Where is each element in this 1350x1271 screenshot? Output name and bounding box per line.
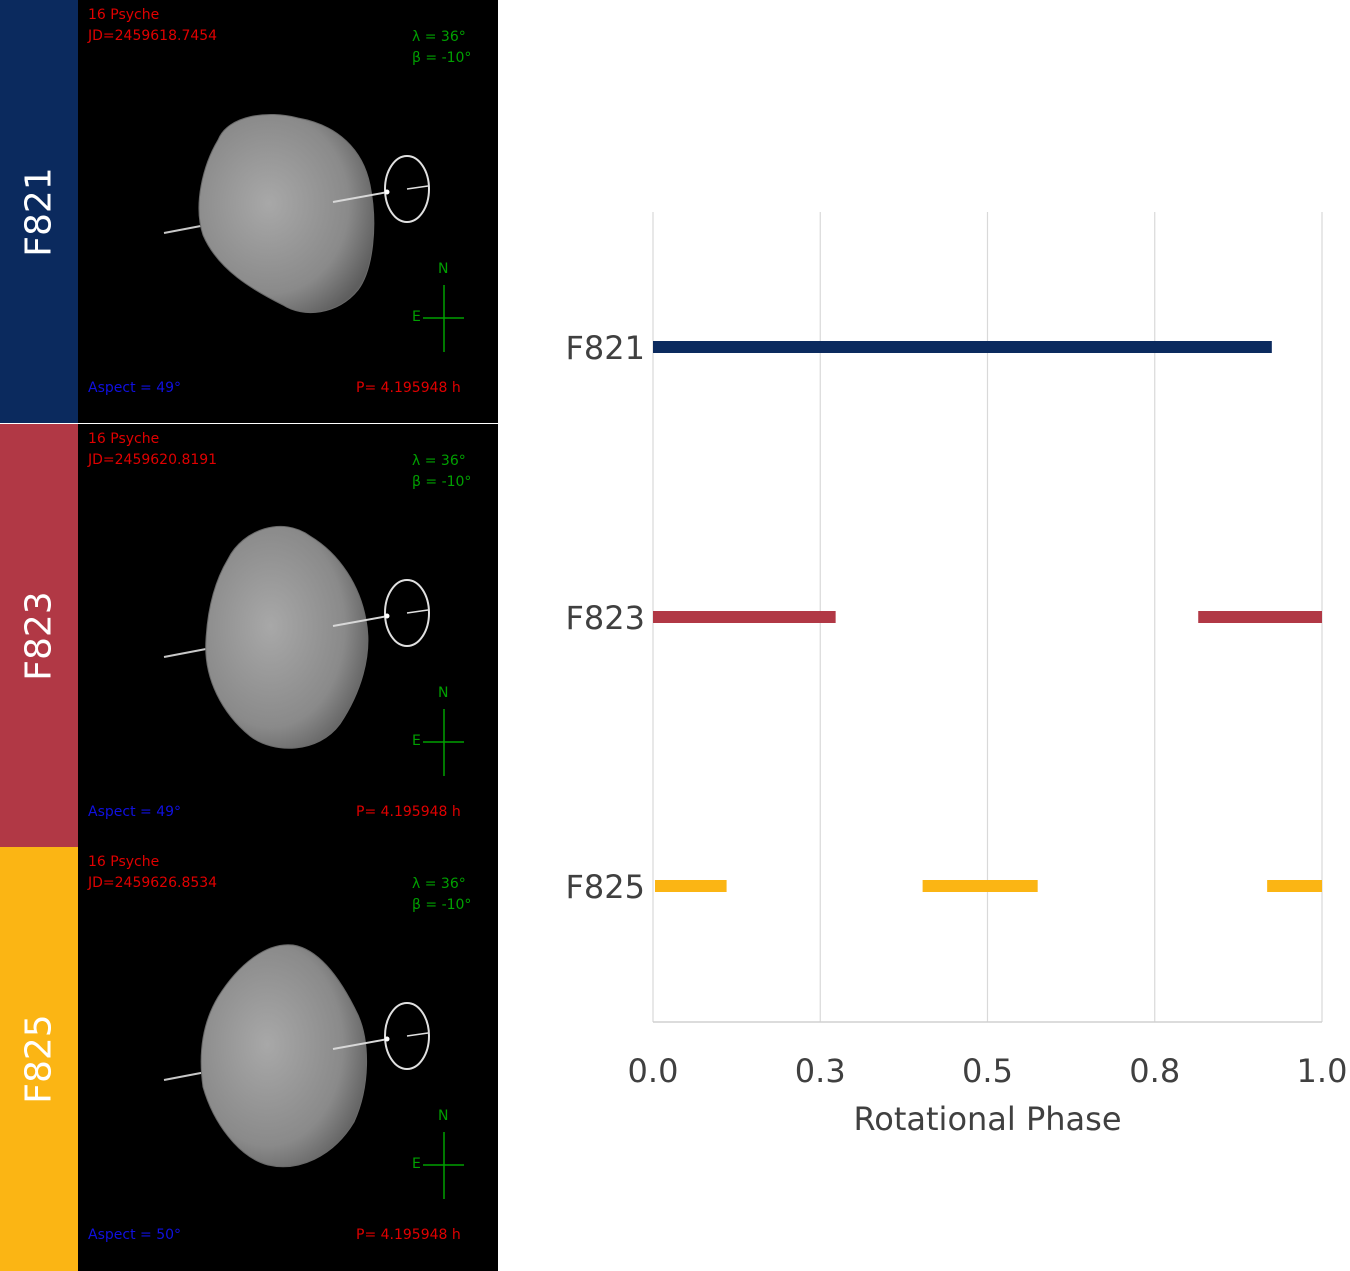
shape-model-panel-f821: F821 16 Psyche JD=2459618.7454 λ = 36° β = -… [0, 0, 498, 423]
compass-north-label: N [438, 261, 449, 277]
asteroid-view: 16 Psyche JD=2459626.8534 λ = 36° β = -10° N… [78, 847, 498, 1271]
spin-lambda: λ = 36° [412, 453, 466, 469]
spin-axis-north [332, 1038, 389, 1050]
x-tick-label: 0.5 [962, 1052, 1013, 1090]
asteroid-render [163, 113, 464, 352]
julian-date: JD=2459620.8191 [88, 452, 218, 468]
rotation-circle-icon [384, 1002, 430, 1070]
filter-tab: F821 [0, 0, 78, 423]
filter-tab: F825 [0, 847, 78, 1271]
rotation-period: P= 4.195948 h [356, 380, 461, 396]
x-tick-label: 0.0 [628, 1052, 679, 1090]
phase-coverage-bar-f825 [655, 880, 727, 892]
compass-north-label: N [438, 685, 449, 701]
compass-east-label: E [412, 1156, 421, 1172]
category-label-f823: F823 [566, 599, 645, 637]
object-name: 16 Psyche [88, 854, 160, 870]
shape-model-panel-f823: F823 16 Psyche JD=2459620.8191 λ = 36° β = -… [0, 424, 498, 847]
filter-label: F823 [18, 590, 60, 681]
spin-axis-south [163, 224, 207, 234]
asteroid-shape [200, 944, 368, 1168]
rotation-period: P= 4.195948 h [356, 804, 461, 820]
aspect-angle: Aspect = 50° [88, 1227, 182, 1243]
phase-coverage-bar-f825 [1267, 880, 1322, 892]
spin-axis-north [332, 615, 389, 627]
compass-icon [423, 1132, 464, 1199]
asteroid-shape [198, 113, 375, 314]
rotation-period: P= 4.195948 h [356, 1227, 461, 1243]
julian-date: JD=2459626.8534 [88, 875, 218, 891]
phase-coverage-bar-f823 [1198, 611, 1322, 623]
aspect-angle: Aspect = 49° [88, 804, 182, 820]
x-tick-label: 0.3 [795, 1052, 846, 1090]
object-name: 16 Psyche [88, 7, 160, 23]
spin-lambda: λ = 36° [412, 29, 466, 45]
spin-axis-north [332, 191, 389, 203]
object-name: 16 Psyche [88, 431, 160, 447]
shape-model-panels: F821 16 Psyche JD=2459618.7454 λ = 36° β = -… [0, 0, 498, 1271]
spin-lambda: λ = 36° [412, 876, 466, 892]
aspect-angle: Aspect = 49° [88, 380, 182, 396]
phase-coverage-bar-f823 [653, 611, 836, 623]
asteroid-shape [205, 526, 369, 749]
x-axis-title: Rotational Phase [853, 1100, 1121, 1138]
filter-label: F821 [18, 166, 60, 257]
asteroid-view: 16 Psyche JD=2459618.7454 λ = 36° β = -10° N… [78, 0, 498, 423]
compass-east-label: E [412, 733, 421, 749]
asteroid-render [163, 944, 464, 1199]
spin-beta: β = -10° [412, 50, 472, 66]
compass-icon [423, 709, 464, 776]
x-tick-label: 1.0 [1297, 1052, 1348, 1090]
compass-north-label: N [438, 1108, 449, 1124]
compass-east-label: E [412, 309, 421, 325]
julian-date: JD=2459618.7454 [88, 28, 218, 44]
asteroid-render [163, 526, 464, 776]
filter-label: F825 [18, 1014, 60, 1104]
category-label-f825: F825 [566, 868, 645, 906]
asteroid-view: 16 Psyche JD=2459620.8191 λ = 36° β = -10° N… [78, 424, 498, 847]
spin-beta: β = -10° [412, 474, 472, 490]
phase-coverage-chart: 0.0 0.3 0.5 0.8 1.0 F821 F823 F825 Rotational Ph… [566, 212, 1348, 1138]
filter-tab: F823 [0, 424, 78, 847]
phase-coverage-bar-f825 [922, 880, 1038, 892]
spin-axis-south [163, 1071, 207, 1081]
rotation-circle-icon [384, 579, 430, 647]
category-label-f821: F821 [566, 329, 645, 367]
x-tick-label: 0.8 [1129, 1052, 1180, 1090]
spin-beta: β = -10° [412, 897, 472, 913]
spin-axis-south [163, 648, 207, 658]
phase-coverage-bar-f821 [653, 341, 1272, 353]
compass-icon [423, 285, 464, 352]
rotation-circle-icon [384, 155, 430, 223]
shape-model-panel-f825: F825 16 Psyche JD=2459626.8534 λ = 36° β = -… [0, 847, 498, 1271]
